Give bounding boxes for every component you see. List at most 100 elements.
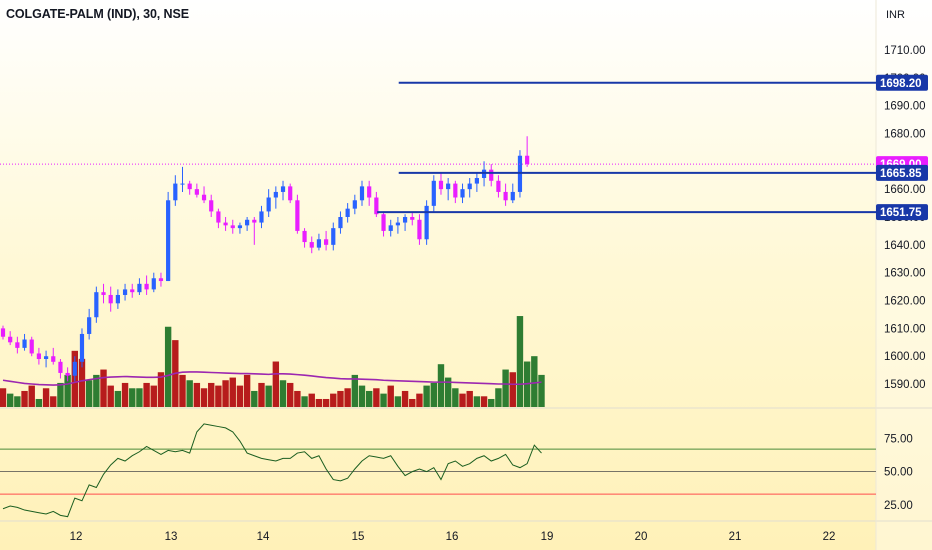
time-tick-label: 21 <box>729 531 742 543</box>
candle-body <box>259 211 264 223</box>
candle-body <box>474 178 479 184</box>
candle-body <box>158 278 164 282</box>
candle-body <box>331 228 336 245</box>
volume-bar <box>473 396 481 407</box>
volume-bar <box>236 385 244 407</box>
volume-bar <box>452 388 459 407</box>
volume-bar <box>409 398 416 408</box>
volume-bar <box>430 382 437 407</box>
candle-body <box>266 197 271 212</box>
candle-body <box>525 155 530 165</box>
candle-body <box>460 189 465 198</box>
candle-body <box>72 361 77 376</box>
price-tick-label: 1600.00 <box>884 351 926 363</box>
volume-bar <box>488 398 495 408</box>
candle-body <box>352 200 357 209</box>
rsi-tick-label: 75.00 <box>884 434 913 446</box>
volume-bar <box>373 388 380 407</box>
price-tick-label: 1660.00 <box>884 184 926 196</box>
candle-body <box>316 239 322 248</box>
price-tag-label: 1651.75 <box>880 207 922 219</box>
candle-body <box>302 230 307 243</box>
volume-bar <box>229 377 236 407</box>
price-tick-label: 1630.00 <box>884 268 926 280</box>
volume-bar <box>466 390 473 407</box>
volume-bar <box>480 396 488 407</box>
price-tick-label: 1610.00 <box>884 323 926 335</box>
candle-body <box>245 219 250 226</box>
volume-bar <box>387 385 394 407</box>
candle-body <box>115 294 120 304</box>
candle-body <box>87 317 92 334</box>
volume-bar <box>21 390 28 407</box>
candle-body <box>101 292 106 295</box>
candle-body <box>15 342 20 348</box>
candle-body <box>108 294 113 304</box>
currency-label: INR <box>886 9 905 21</box>
volume-bar <box>150 385 157 407</box>
volume-bar <box>121 382 129 407</box>
volume-bar <box>423 385 430 407</box>
volume-bar <box>251 390 258 407</box>
candle-body <box>410 217 415 220</box>
volume-bar <box>365 390 373 407</box>
volume-bar <box>265 385 272 407</box>
volume-bar <box>114 390 122 407</box>
time-tick-label: 16 <box>446 531 459 543</box>
volume-bar <box>344 388 351 407</box>
horizontal-levels <box>0 81 876 214</box>
volume-bar <box>380 393 387 408</box>
candle-body <box>438 180 444 190</box>
candle-body <box>237 225 243 229</box>
candle-body <box>151 278 156 290</box>
candle-body <box>65 372 70 376</box>
volume-bar <box>322 398 330 408</box>
volume-bar <box>200 388 208 407</box>
candle-body <box>395 222 400 226</box>
candle-body <box>8 336 13 343</box>
candle-body <box>359 186 365 201</box>
candle-body <box>194 189 199 195</box>
candle-body <box>22 339 27 348</box>
candle-body <box>496 180 501 192</box>
volume-bar <box>301 396 308 407</box>
volume-bar <box>129 388 136 407</box>
volume-bar <box>502 369 509 407</box>
price-tick-label: 1640.00 <box>884 240 926 252</box>
volume-bar <box>35 398 43 408</box>
time-axis-ticks: 12 13 14 15 16 19 20 21 22 <box>70 531 836 543</box>
volume-bar <box>315 398 323 408</box>
volume-bar <box>509 372 516 407</box>
candle-body <box>338 217 343 229</box>
volume-bar <box>272 361 280 407</box>
candle-body <box>166 200 171 282</box>
volume-bar <box>258 382 265 407</box>
volume-bar <box>0 388 7 407</box>
symbol-title[interactable]: COLGATE-PALM (IND), 30, NSE <box>6 7 189 21</box>
candle-body <box>216 211 221 223</box>
volume-bar <box>444 377 452 407</box>
time-tick-label: 15 <box>352 531 365 543</box>
candle-body <box>51 356 56 362</box>
price-tick-label: 1710.00 <box>884 45 926 57</box>
volume-bar <box>100 369 107 407</box>
price-tag-label: 1665.85 <box>880 168 922 180</box>
volume-bar <box>42 388 50 407</box>
volume-bar <box>538 374 545 407</box>
time-tick-label: 12 <box>70 531 83 543</box>
candle-body <box>201 194 207 201</box>
volume-bar <box>401 390 409 407</box>
candle-body <box>0 328 6 337</box>
rsi-tick-label: 50.00 <box>884 467 913 479</box>
volume-bar <box>287 382 294 407</box>
volume-bar <box>437 364 445 407</box>
rsi-pane <box>0 423 876 518</box>
volume-bar <box>6 393 14 408</box>
volume-bar <box>107 385 114 407</box>
candle-body <box>94 292 99 318</box>
price-tick-label: 1690.00 <box>884 101 926 113</box>
volume-bar <box>164 326 172 407</box>
